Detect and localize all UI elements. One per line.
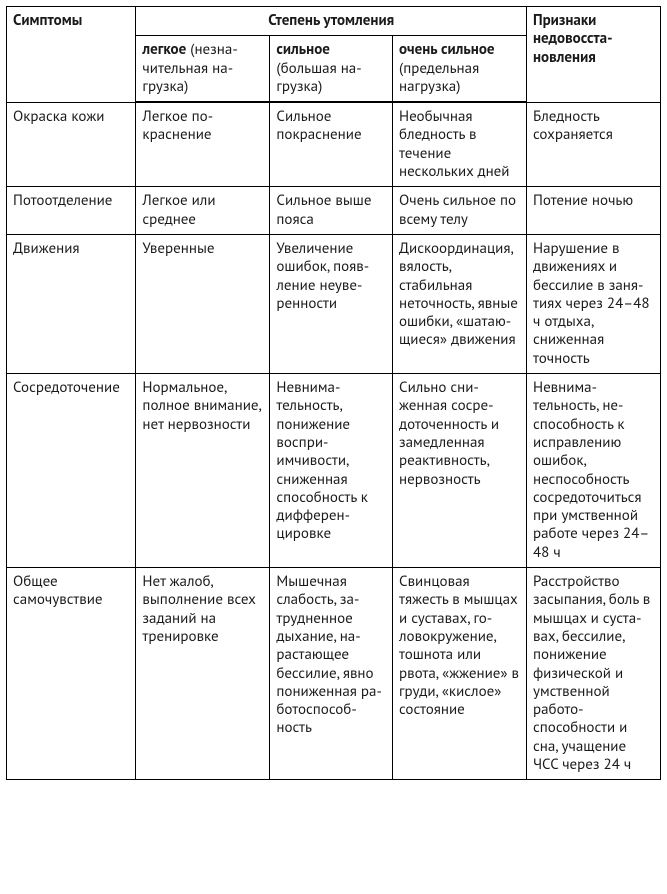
cell-strong: Сильное выше пояса	[270, 187, 393, 235]
cell-very: Очень сильное по всему телу	[393, 187, 527, 235]
header-row-1: Симптомы Степень утомления Признаки недо…	[7, 7, 661, 36]
col-strong-header-bold: сильное	[276, 40, 329, 59]
cell-very: Свинцо­вая тяжесть в мышцах и суставах, …	[393, 568, 527, 780]
cell-strong: Мышечная слабость, за­трудненное дыхание…	[270, 568, 393, 780]
table-row: Движения Уверенные Увеличение ошибок, по…	[7, 234, 661, 373]
table-row: Сосредото­чение Нормальное, полное вни­м…	[7, 374, 661, 568]
col-very-header-rest: (предельная нагрузка)	[399, 59, 479, 96]
cell-symptom: Пото­отделение	[7, 187, 136, 235]
col-very-header-bold: очень сильное	[399, 40, 495, 59]
cell-light: Нет жалоб, выполнение всех заданий на тр…	[136, 568, 270, 780]
cell-recov: Расстройство засыпания, боль в мыш­цах и…	[526, 568, 660, 780]
cell-recov: Потение ночью	[526, 187, 660, 235]
table-row: Пото­отделение Легкое или среднее Сильно…	[7, 187, 661, 235]
cell-symptom: Общее самочувствие	[7, 568, 136, 780]
cell-light: Нормальное, полное вни­мание, нет нервоз…	[136, 374, 270, 568]
cell-strong: Сильное покраснение	[270, 102, 393, 187]
fatigue-table: Симптомы Степень утомления Признаки недо…	[6, 6, 661, 780]
cell-recov: Невнима­тельность, не­способность к испр…	[526, 374, 660, 568]
cell-light: Уверенные	[136, 234, 270, 373]
cell-very: Сильно сни­женная сосре­доточенность и з…	[393, 374, 527, 568]
col-symptom-header: Симптомы	[7, 7, 136, 103]
col-recov-header: Признаки недовосста­новления	[526, 7, 660, 103]
cell-light: Легкое по­краснение	[136, 102, 270, 187]
col-strong-header-rest: (большая на­грузка)	[276, 59, 361, 96]
col-group-header: Степень утомления	[136, 7, 527, 36]
cell-recov: Нарушение в движени­ях и бесси­лие в зан…	[526, 234, 660, 373]
cell-strong: Невнима­тельность, пониже­ние воспри­имч…	[270, 374, 393, 568]
table-row: Окраска кожи Легкое по­краснение Сильное…	[7, 102, 661, 187]
cell-recov: Бледность сохраняется	[526, 102, 660, 187]
col-light-header: легкое (незна­чительная на­грузка)	[136, 36, 270, 102]
cell-symptom: Сосредото­чение	[7, 374, 136, 568]
cell-strong: Увеличение ошибок, появ­ление неуве­ренн…	[270, 234, 393, 373]
cell-symptom: Окраска кожи	[7, 102, 136, 187]
col-light-header-bold: легкое	[142, 40, 186, 59]
table-row: Общее самочувствие Нет жалоб, выполнение…	[7, 568, 661, 780]
col-strong-header: сильное (большая на­грузка)	[270, 36, 393, 102]
cell-light: Легкое или среднее	[136, 187, 270, 235]
cell-very: Дискоордина­ция, вялость, стабильная нет…	[393, 234, 527, 373]
cell-symptom: Движения	[7, 234, 136, 373]
col-very-header: очень сильное (предельная нагрузка)	[393, 36, 527, 102]
cell-very: Необычная бледность в течение нескольких…	[393, 102, 527, 187]
